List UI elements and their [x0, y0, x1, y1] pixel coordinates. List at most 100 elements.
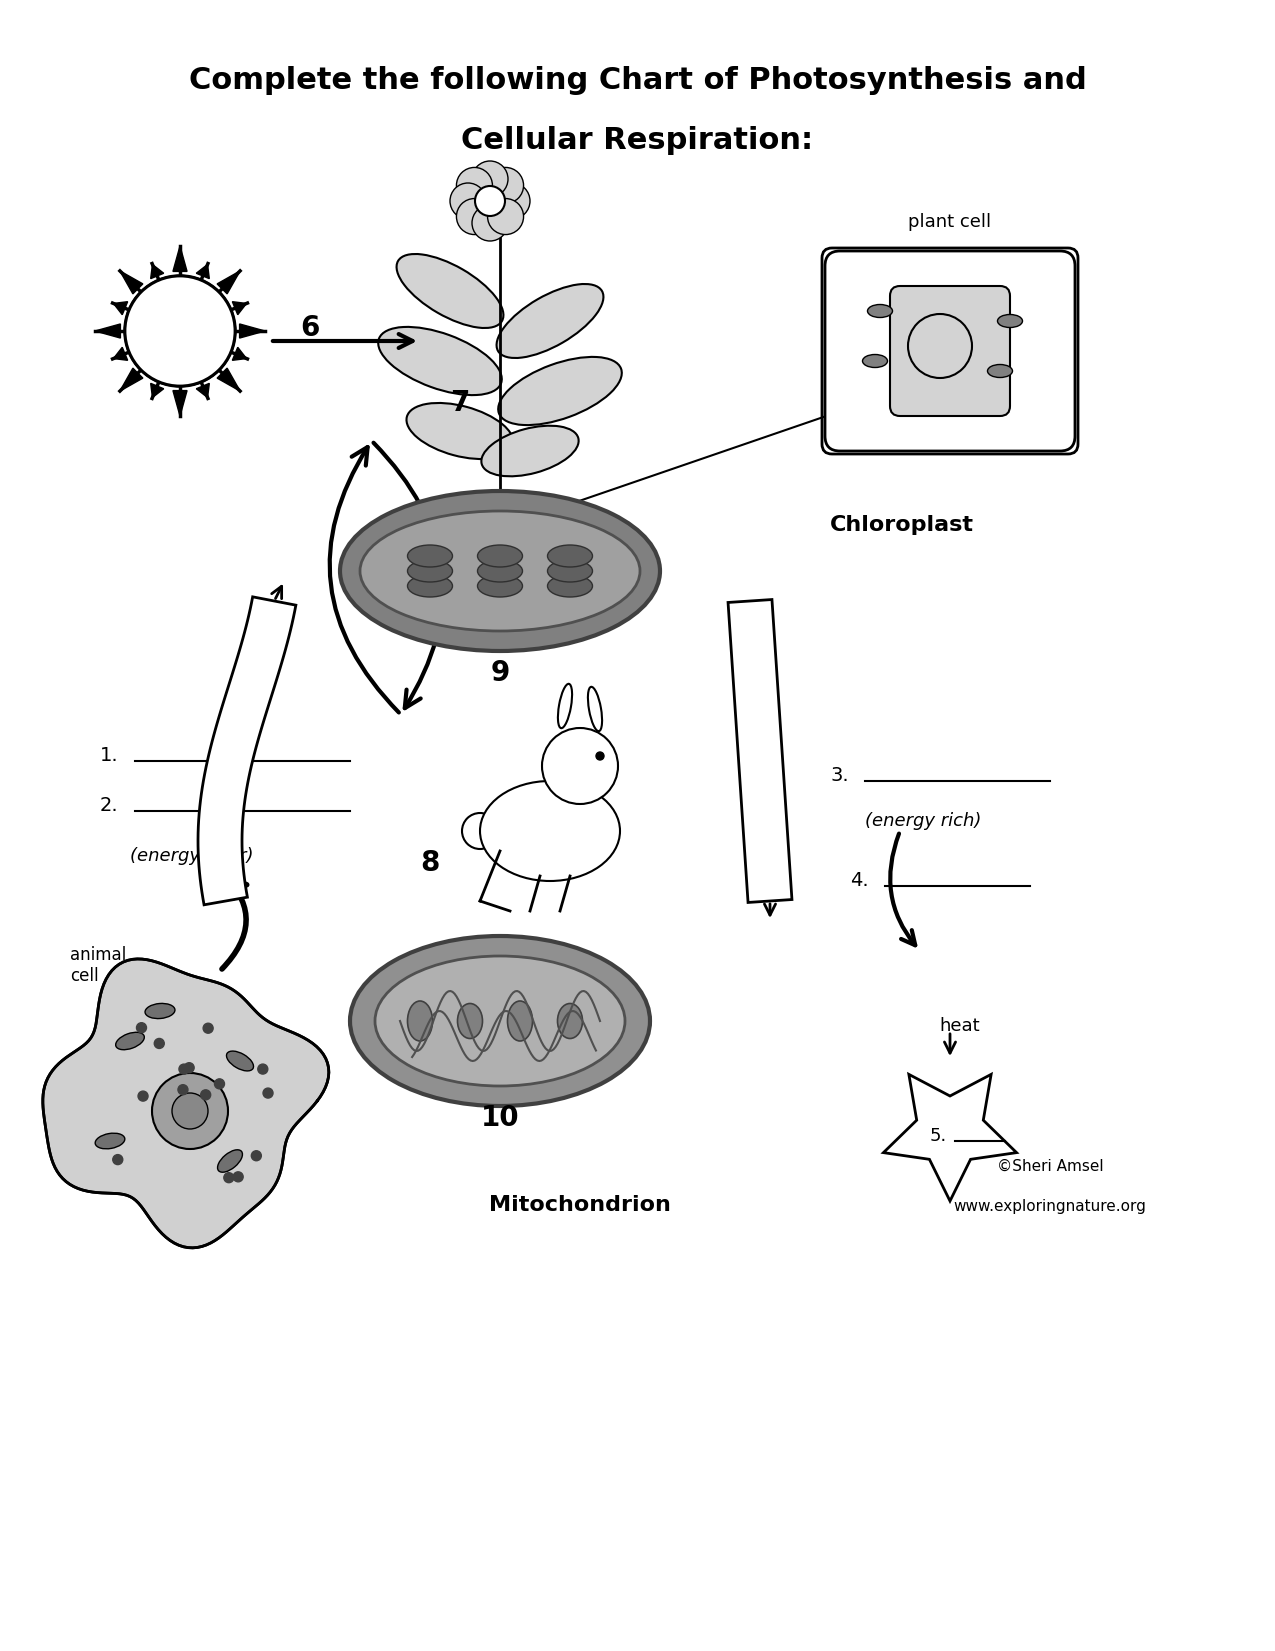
Text: ©Sheri Amsel: ©Sheri Amsel [997, 1159, 1103, 1174]
Ellipse shape [547, 575, 593, 598]
Ellipse shape [408, 545, 453, 566]
Text: 3.: 3. [830, 766, 849, 784]
Polygon shape [120, 368, 143, 391]
Ellipse shape [482, 426, 579, 475]
Ellipse shape [145, 1004, 175, 1019]
Circle shape [138, 1091, 148, 1101]
Circle shape [450, 183, 486, 220]
Circle shape [179, 1065, 189, 1075]
Ellipse shape [478, 545, 523, 566]
Circle shape [125, 276, 235, 386]
Polygon shape [232, 302, 246, 315]
Circle shape [136, 1022, 147, 1034]
Circle shape [263, 1088, 273, 1098]
Polygon shape [217, 368, 240, 391]
Text: 8: 8 [419, 849, 440, 877]
Text: 2.: 2. [99, 796, 119, 816]
Ellipse shape [547, 545, 593, 566]
Ellipse shape [478, 560, 523, 583]
FancyBboxPatch shape [890, 286, 1010, 416]
Ellipse shape [588, 687, 602, 731]
Ellipse shape [557, 1004, 583, 1038]
Text: (energy poor): (energy poor) [130, 847, 254, 865]
Ellipse shape [862, 355, 887, 368]
Ellipse shape [408, 1001, 432, 1042]
Circle shape [456, 198, 492, 234]
Circle shape [154, 1038, 164, 1048]
Polygon shape [96, 324, 120, 338]
Polygon shape [884, 1075, 1016, 1200]
Polygon shape [198, 598, 296, 905]
Polygon shape [196, 264, 209, 279]
Polygon shape [173, 246, 187, 271]
Circle shape [125, 276, 235, 386]
Circle shape [251, 1151, 261, 1161]
FancyBboxPatch shape [825, 251, 1075, 451]
Ellipse shape [360, 512, 640, 631]
Ellipse shape [867, 304, 892, 317]
Polygon shape [196, 383, 209, 398]
Circle shape [542, 728, 618, 804]
Circle shape [179, 1085, 187, 1095]
Polygon shape [150, 264, 163, 279]
Text: 5.: 5. [929, 1128, 947, 1146]
Text: 7: 7 [450, 390, 469, 418]
Text: (energy rich): (energy rich) [864, 812, 982, 830]
Circle shape [152, 1073, 228, 1149]
Circle shape [184, 1063, 194, 1073]
Ellipse shape [547, 560, 593, 583]
Text: 4.: 4. [850, 872, 868, 890]
Polygon shape [728, 599, 792, 903]
Circle shape [203, 1024, 213, 1034]
Polygon shape [150, 383, 163, 398]
Text: Chloroplast: Chloroplast [830, 515, 974, 535]
Ellipse shape [507, 1001, 533, 1042]
Polygon shape [113, 347, 128, 360]
Ellipse shape [408, 575, 453, 598]
Circle shape [472, 205, 507, 241]
Circle shape [472, 162, 507, 196]
Text: www.exploringnature.org: www.exploringnature.org [954, 1199, 1146, 1213]
Circle shape [595, 751, 604, 759]
Ellipse shape [499, 357, 622, 424]
Ellipse shape [340, 490, 660, 650]
Circle shape [172, 1093, 208, 1129]
Polygon shape [120, 271, 143, 294]
Ellipse shape [227, 1052, 254, 1071]
Circle shape [258, 1065, 268, 1075]
Ellipse shape [397, 254, 504, 329]
Polygon shape [232, 347, 246, 360]
Text: 9: 9 [491, 659, 510, 687]
Text: Mitochondrion: Mitochondrion [490, 1195, 671, 1215]
Polygon shape [113, 302, 128, 315]
Circle shape [112, 1154, 122, 1164]
Circle shape [487, 198, 524, 234]
Ellipse shape [479, 781, 620, 882]
Ellipse shape [116, 1032, 144, 1050]
Circle shape [200, 1090, 210, 1100]
Polygon shape [173, 391, 187, 416]
Ellipse shape [997, 314, 1023, 327]
Text: heat: heat [940, 1017, 980, 1035]
Polygon shape [43, 959, 329, 1248]
Text: Complete the following Chart of Photosynthesis and: Complete the following Chart of Photosyn… [189, 66, 1086, 96]
Circle shape [493, 183, 530, 220]
Ellipse shape [96, 1133, 125, 1149]
Text: 10: 10 [481, 1105, 519, 1133]
Text: Cellular Respiration:: Cellular Respiration: [462, 125, 813, 155]
Polygon shape [217, 271, 240, 294]
Ellipse shape [408, 560, 453, 583]
Circle shape [908, 314, 972, 378]
Ellipse shape [496, 284, 603, 358]
Ellipse shape [218, 1149, 242, 1172]
Circle shape [462, 812, 499, 849]
Ellipse shape [351, 936, 650, 1106]
Ellipse shape [478, 575, 523, 598]
Ellipse shape [988, 365, 1012, 378]
Ellipse shape [558, 684, 572, 728]
Circle shape [487, 167, 524, 203]
Circle shape [224, 1172, 233, 1182]
Ellipse shape [407, 403, 514, 459]
Circle shape [233, 1172, 244, 1182]
Text: plant cell: plant cell [908, 213, 992, 231]
